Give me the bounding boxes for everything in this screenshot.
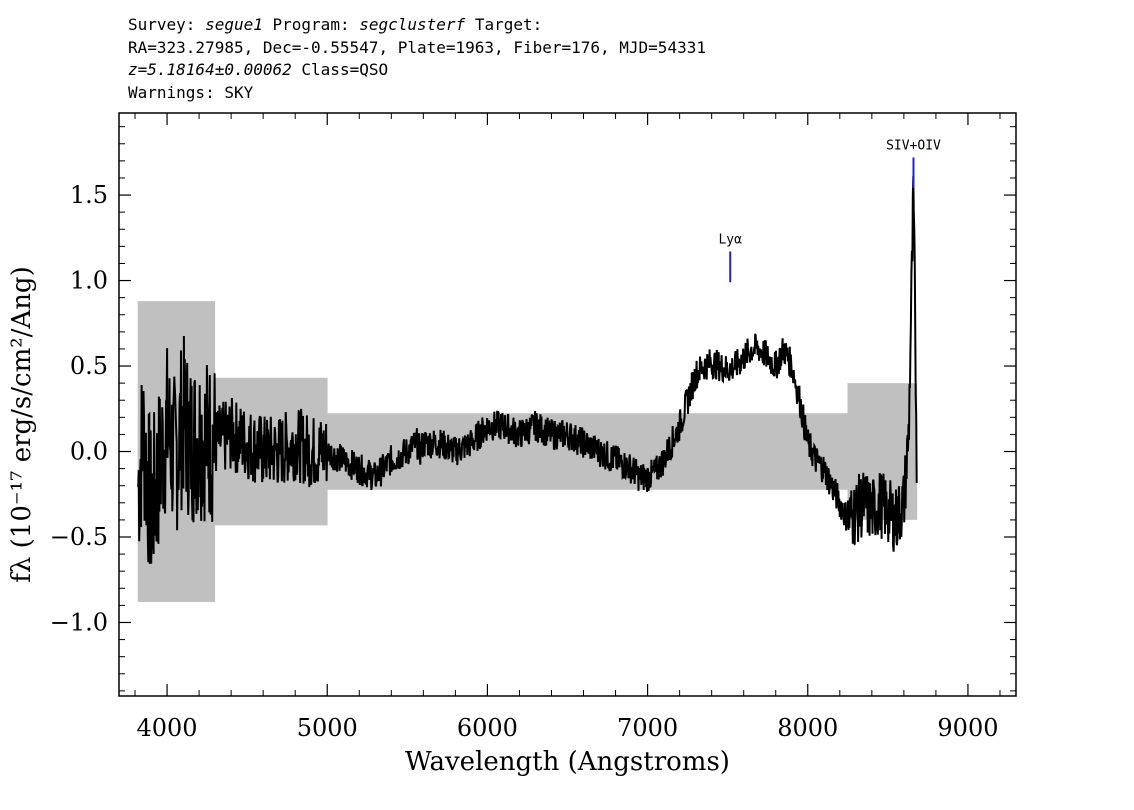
line-label: Lyα <box>718 232 742 247</box>
survey-value: segue1 <box>205 15 263 34</box>
y-tick-label: 0.5 <box>70 352 108 380</box>
program-value: segclusterf <box>359 15 466 34</box>
emission-line-markers: Lyα SIV+OIV <box>718 138 941 283</box>
flux-series <box>137 176 918 564</box>
x-tick-label: 7000 <box>617 714 678 742</box>
spectrum-header: Survey: segue1 Program: segclusterf Targ… <box>128 14 706 104</box>
redshift-value: z=5.18164±0.00062 <box>128 60 292 79</box>
target-label: Target: <box>474 15 543 34</box>
line-label: SIV+OIV <box>886 138 941 153</box>
tick-marks <box>119 113 1016 696</box>
x-tick-label: 8000 <box>777 714 838 742</box>
program-label: Program: <box>272 15 350 34</box>
y-axis-label: fλ (10⁻¹⁷ erg/s/cm²/Ang) <box>7 266 37 582</box>
y-tick-label: 1.5 <box>70 181 108 209</box>
x-tick-label: 4000 <box>137 714 198 742</box>
tick-labels: 4000 5000 6000 7000 8000 9000 −1.0 −0.5 0.0 0.5 1.… <box>50 181 999 742</box>
survey-label: Survey: <box>128 15 196 34</box>
class-value: Class=QSO <box>301 60 389 79</box>
y-tick-label: −0.5 <box>50 523 108 551</box>
x-tick-label: 5000 <box>297 714 358 742</box>
x-tick-label: 6000 <box>457 714 518 742</box>
y-tick-label: −1.0 <box>50 608 108 636</box>
plot-frame <box>118 112 1017 697</box>
warnings-line: Warnings: SKY <box>128 82 254 102</box>
x-tick-label: 9000 <box>937 714 998 742</box>
y-tick-label: 0.0 <box>70 438 108 466</box>
coordinates-line: RA=323.27985, Dec=-0.55547, Plate=1963, … <box>128 37 706 57</box>
y-tick-label: 1.0 <box>70 267 108 295</box>
chart-axes <box>118 112 1017 697</box>
x-axis-label: Wavelength (Angstroms) <box>405 747 730 777</box>
flux-line <box>137 176 918 564</box>
